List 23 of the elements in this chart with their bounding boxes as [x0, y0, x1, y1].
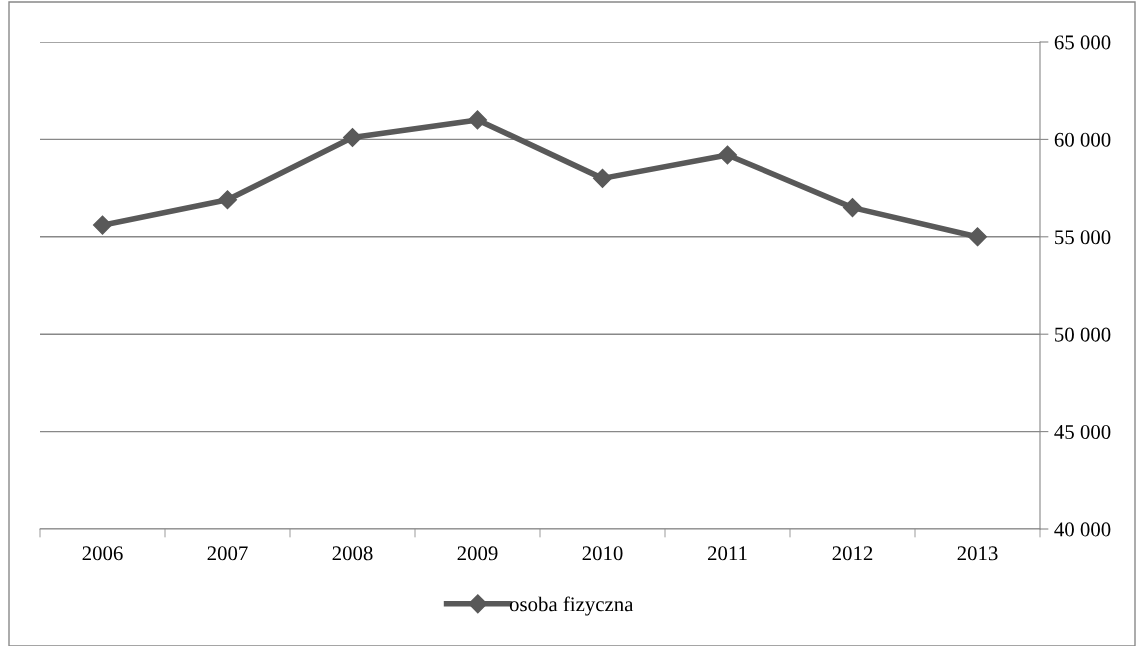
- legend-label: osoba fizyczna: [509, 596, 634, 616]
- point: [217, 190, 238, 210]
- point: [592, 168, 613, 188]
- y-tick-label: 55 000: [1055, 230, 1111, 245]
- x-tick-label: 2007: [207, 546, 248, 561]
- y-tick-label: 40 000: [1054, 522, 1111, 537]
- y-tick-label: 65 000: [1054, 35, 1111, 50]
- point: [842, 198, 863, 218]
- y-tick-label: 45 000: [1054, 424, 1111, 440]
- point: [467, 110, 488, 130]
- y-tick-label: 60 000: [1054, 132, 1111, 147]
- x-tick-label: 2012: [832, 546, 873, 561]
- point: [92, 215, 113, 235]
- x-tick-label: 2009: [457, 546, 498, 561]
- x-tick-label: 2013: [957, 546, 998, 561]
- x-tick-label: 2011: [707, 546, 747, 561]
- point: [342, 127, 363, 147]
- y-tick-label: 50 000: [1055, 327, 1111, 342]
- x-tick-label: 2006: [82, 546, 123, 561]
- x-tick-label: 2008: [332, 546, 373, 561]
- point: [967, 227, 988, 247]
- point: [717, 145, 738, 165]
- x-tick-label: 2010: [582, 546, 623, 561]
